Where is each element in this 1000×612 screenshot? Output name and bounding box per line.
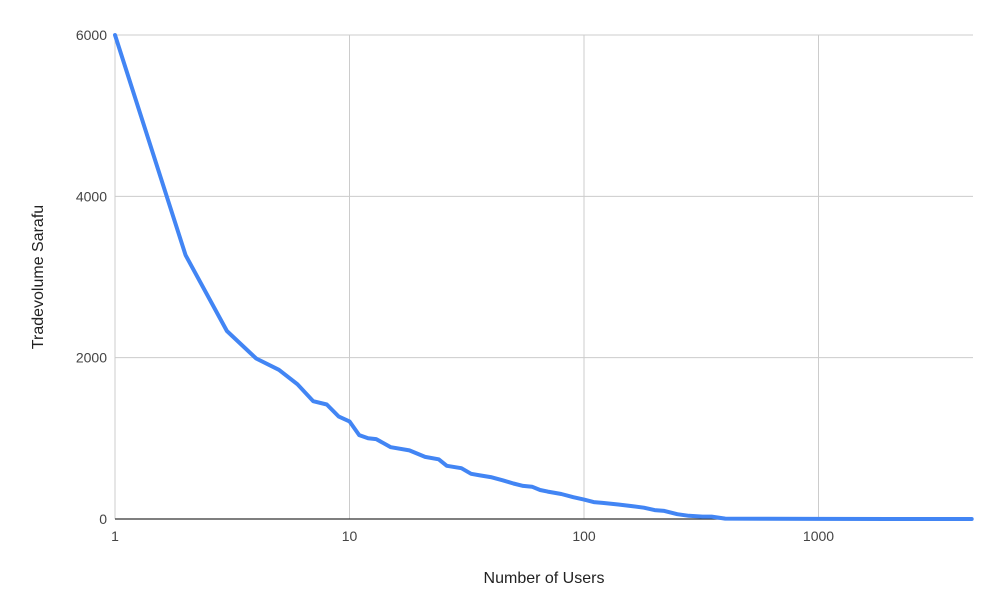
x-axis-title: Number of Users (484, 570, 605, 587)
y-tick-label: 4000 (76, 188, 107, 204)
series-layer (113, 33, 974, 521)
grid-lines (114, 34, 973, 519)
x-tick-label: 1 (111, 528, 119, 544)
tick-labels: 0 2000 4000 6000 1 10 100 1000 (76, 27, 834, 544)
y-tick-label: 6000 (76, 27, 107, 43)
y-axis-title: Tradevolume Sarafu (30, 205, 47, 349)
y-tick-label: 2000 (76, 350, 107, 366)
series-line-0 (113, 33, 974, 521)
x-tick-label: 1000 (803, 528, 834, 544)
x-tick-label: 100 (572, 528, 596, 544)
x-tick-label: 10 (342, 528, 358, 544)
y-tick-label: 0 (99, 511, 107, 527)
